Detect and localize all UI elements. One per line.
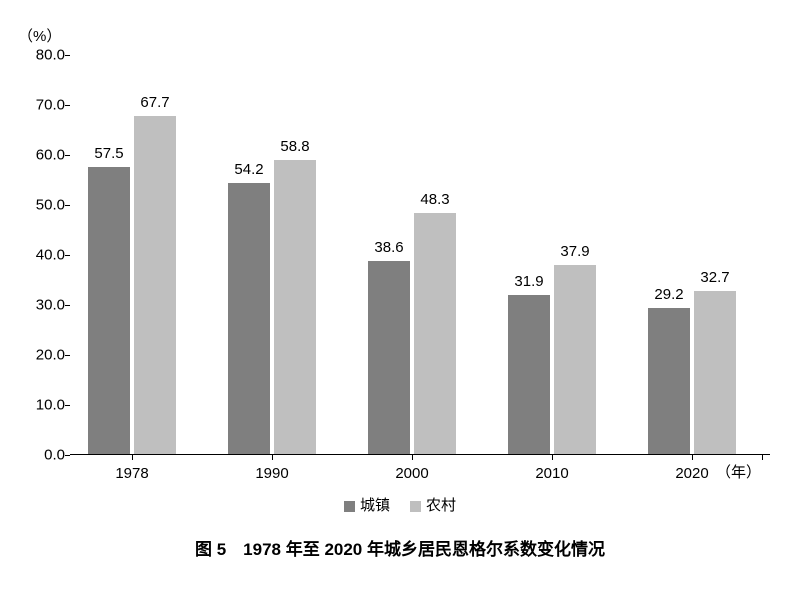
bar: [274, 160, 316, 454]
plot-area: 0.010.020.030.040.050.060.070.080.057.56…: [70, 55, 770, 455]
x-tick-label: 1978: [115, 465, 148, 482]
bar: [508, 295, 550, 455]
legend-item: 城镇: [344, 494, 390, 515]
bar-value-label: 37.9: [545, 243, 605, 260]
y-tick-label: 30.0: [25, 297, 65, 314]
x-tick-mark: [132, 454, 133, 460]
chart-container: （%） 0.010.020.030.040.050.060.070.080.05…: [0, 0, 800, 590]
x-tick-label: 2010: [535, 465, 568, 482]
x-tick-mark: [692, 454, 693, 460]
legend-swatch: [410, 501, 421, 512]
x-tick-label: 2020: [675, 465, 708, 482]
y-tick-mark: [65, 455, 70, 456]
y-tick-mark: [65, 155, 70, 156]
bar-value-label: 67.7: [125, 94, 185, 111]
bar-value-label: 38.6: [359, 239, 419, 256]
x-tick-mark: [552, 454, 553, 460]
chart-caption: 图 5 1978 年至 2020 年城乡居民恩格尔系数变化情况: [0, 535, 800, 560]
bar: [228, 183, 270, 454]
y-tick-mark: [65, 355, 70, 356]
y-tick-label: 20.0: [25, 347, 65, 364]
y-tick-label: 50.0: [25, 197, 65, 214]
bar: [554, 265, 596, 455]
legend-swatch: [344, 501, 355, 512]
y-tick-label: 0.0: [25, 447, 65, 464]
bar-value-label: 57.5: [79, 145, 139, 162]
x-tick-mark: [412, 454, 413, 460]
bar-value-label: 48.3: [405, 191, 465, 208]
bar-value-label: 31.9: [499, 273, 559, 290]
y-tick-label: 60.0: [25, 147, 65, 164]
bar-value-label: 58.8: [265, 138, 325, 155]
bar: [414, 213, 456, 455]
bar: [368, 261, 410, 454]
y-tick-mark: [65, 205, 70, 206]
bar-value-label: 29.2: [639, 286, 699, 303]
bar: [694, 291, 736, 455]
y-tick-label: 40.0: [25, 247, 65, 264]
x-tick-label: 1990: [255, 465, 288, 482]
bar: [648, 308, 690, 454]
x-tick-mark: [272, 454, 273, 460]
y-tick-mark: [65, 305, 70, 306]
y-tick-mark: [65, 55, 70, 56]
x-axis-unit: （年）: [716, 461, 761, 482]
legend-item: 农村: [410, 494, 456, 515]
bar-value-label: 32.7: [685, 269, 745, 286]
y-tick-mark: [65, 405, 70, 406]
y-tick-mark: [65, 255, 70, 256]
bar: [134, 116, 176, 455]
x-tick-mark: [762, 454, 763, 460]
y-tick-label: 70.0: [25, 97, 65, 114]
legend-label: 农村: [426, 497, 456, 514]
legend: 城镇 农村: [0, 494, 800, 515]
bar: [88, 167, 130, 455]
y-tick-mark: [65, 105, 70, 106]
legend-label: 城镇: [360, 497, 390, 514]
y-tick-label: 80.0: [25, 47, 65, 64]
x-tick-label: 2000: [395, 465, 428, 482]
bar-value-label: 54.2: [219, 161, 279, 178]
y-axis-unit: （%）: [18, 25, 61, 46]
y-tick-label: 10.0: [25, 397, 65, 414]
